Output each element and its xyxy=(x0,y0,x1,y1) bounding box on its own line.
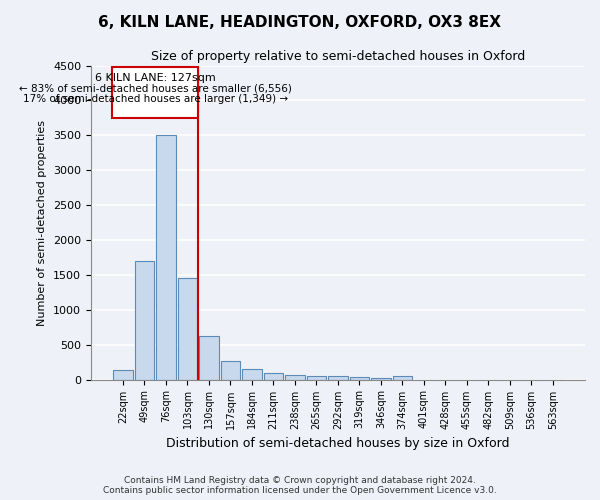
Bar xyxy=(242,369,262,380)
Text: ← 83% of semi-detached houses are smaller (6,556): ← 83% of semi-detached houses are smalle… xyxy=(19,84,292,94)
Text: Contains HM Land Registry data © Crown copyright and database right 2024.
Contai: Contains HM Land Registry data © Crown c… xyxy=(103,476,497,495)
Y-axis label: Number of semi-detached properties: Number of semi-detached properties xyxy=(37,120,47,326)
Bar xyxy=(199,336,218,380)
FancyBboxPatch shape xyxy=(112,67,198,118)
Bar xyxy=(328,376,347,380)
Text: 6 KILN LANE: 127sqm: 6 KILN LANE: 127sqm xyxy=(95,72,215,83)
Bar xyxy=(350,378,369,380)
Bar xyxy=(307,376,326,380)
Bar xyxy=(221,361,240,380)
Text: 6, KILN LANE, HEADINGTON, OXFORD, OX3 8EX: 6, KILN LANE, HEADINGTON, OXFORD, OX3 8E… xyxy=(98,15,502,30)
Bar xyxy=(393,376,412,380)
Bar xyxy=(285,374,305,380)
Bar xyxy=(178,278,197,380)
Bar xyxy=(264,374,283,380)
Bar xyxy=(371,378,391,380)
Bar xyxy=(157,136,176,380)
X-axis label: Distribution of semi-detached houses by size in Oxford: Distribution of semi-detached houses by … xyxy=(166,437,509,450)
Title: Size of property relative to semi-detached houses in Oxford: Size of property relative to semi-detach… xyxy=(151,50,525,63)
Text: 17% of semi-detached houses are larger (1,349) →: 17% of semi-detached houses are larger (… xyxy=(23,94,288,104)
Bar xyxy=(135,261,154,380)
Bar xyxy=(113,370,133,380)
